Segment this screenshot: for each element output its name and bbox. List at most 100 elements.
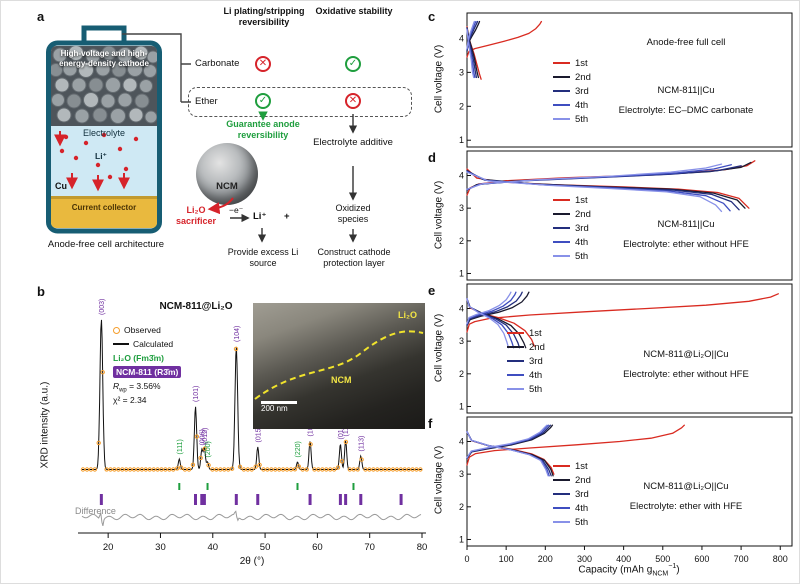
cathode-particles xyxy=(51,46,157,124)
capacity-axis-label: Capacity (mAh gNCM−1) xyxy=(499,563,759,577)
legend-item: 3rd xyxy=(553,221,591,235)
legend-label: 1st xyxy=(575,57,588,69)
chi2-row: χ² = 2.34 xyxy=(113,395,147,405)
observed-point xyxy=(265,467,270,472)
observed-point xyxy=(371,467,376,472)
scale-bar-line xyxy=(261,401,297,404)
panel-f-electrolyte: Electrolyte: ether with HFE xyxy=(629,501,743,512)
legend-label: 4th xyxy=(575,99,589,111)
cycle-curve-5th-charge xyxy=(466,163,723,190)
rwp-symbol: R xyxy=(113,381,120,391)
cycle-legend-c: 1st 2nd 3rd 4th 5th xyxy=(553,56,591,126)
observed-point xyxy=(324,467,329,472)
check-icon: ✓ xyxy=(345,56,361,72)
voltage-plot-d: 1 2 3 4 xyxy=(459,150,793,281)
observed-point xyxy=(390,467,396,472)
observed-marker-icon xyxy=(113,326,120,334)
legend-label: 2nd xyxy=(575,208,591,220)
legend-swatch xyxy=(553,75,570,79)
cycle-curve-5th-charge xyxy=(466,291,512,325)
observed-point xyxy=(316,467,321,472)
capacity-label-sub: NCM xyxy=(652,570,669,578)
legend-item: 1st xyxy=(553,193,591,207)
panel-e-cell: NCM-811@Li₂O||Cu xyxy=(643,349,729,360)
legend-swatch xyxy=(553,520,570,524)
plot-frame xyxy=(466,150,793,281)
voltage-chart-e: 1 2 3 4 xyxy=(451,282,796,420)
panel-letter-c: c xyxy=(428,9,436,24)
legend-swatch xyxy=(553,478,570,482)
observed-point xyxy=(198,455,203,461)
x-tick-label: 70 xyxy=(364,542,375,553)
observed-point xyxy=(300,467,305,472)
y-tick-label: 4 xyxy=(459,33,464,43)
observed-point xyxy=(414,467,419,472)
x-tick-label: 100 xyxy=(499,554,514,564)
legend-label: 3rd xyxy=(575,488,589,500)
capacity-label-pre: Capacity (mAh g xyxy=(578,564,653,576)
legend-swatch xyxy=(553,464,570,468)
y-tick-label: 2 xyxy=(459,236,464,246)
observed-point xyxy=(288,467,294,472)
li-plating-arrows xyxy=(54,131,130,192)
panel-c-cell: NCM-811||Cu xyxy=(657,85,715,96)
legend-item: 5th xyxy=(553,515,591,529)
legend-label: 2nd xyxy=(575,474,591,486)
hkl-label: (113) xyxy=(358,436,365,452)
x-tick-label: 600 xyxy=(694,554,709,564)
xrd-title: NCM-811@Li₂O xyxy=(159,301,233,312)
carbonate-label: Carbonate xyxy=(195,58,240,69)
legend-swatch xyxy=(507,359,524,363)
legend-item: 2nd xyxy=(553,70,591,84)
observed-point xyxy=(277,467,282,472)
observed-point xyxy=(394,467,400,472)
observed-point xyxy=(339,459,345,464)
scale-bar: 200 nm xyxy=(261,401,297,413)
observed-point xyxy=(398,467,403,472)
y-tick-label: 4 xyxy=(459,170,464,180)
electrolyte-additive-label: Electrolyte additive xyxy=(313,137,393,148)
legend-observed: Observed xyxy=(113,323,181,337)
observed-point xyxy=(202,446,207,451)
legend-li2o-phase: Li₂O (Fm3̄m) xyxy=(113,353,164,363)
legend-swatch xyxy=(507,373,524,377)
ncm-label: NCM xyxy=(216,181,238,192)
li-ion-label: Li⁺ xyxy=(95,151,108,161)
hkl-label: (220) xyxy=(295,441,302,457)
hkl-label: (111) xyxy=(177,439,184,454)
header-reversibility: Li plating/stripping reversibility xyxy=(223,6,305,28)
observed-point xyxy=(163,467,168,472)
cycle-curve-5th-discharge xyxy=(466,171,723,213)
hkl-label: (006) xyxy=(199,429,206,445)
observed-point xyxy=(116,467,121,472)
capacity-label-sup: −1 xyxy=(668,563,677,570)
xrd-ylabel: XRD intensity (a.u.) xyxy=(39,381,51,469)
observed-point xyxy=(292,467,298,472)
y-tick-label: 2 xyxy=(459,101,464,111)
x-tick-label: 500 xyxy=(655,554,670,564)
observed-point xyxy=(175,466,180,471)
observed-point xyxy=(214,467,219,472)
construct-label: Construct cathode protection layer xyxy=(317,247,391,269)
legend-label: 3rd xyxy=(529,355,543,367)
legend-item: 1st xyxy=(553,56,591,70)
legend-item: 1st xyxy=(553,459,591,473)
legend-swatch xyxy=(507,387,524,391)
observed-point xyxy=(218,467,223,472)
observed-point xyxy=(375,467,380,472)
check-icon: ✓ xyxy=(255,93,271,109)
legend-swatch xyxy=(553,103,570,107)
electrolyte-label: Electrolyte xyxy=(82,128,126,138)
panel-e-electrolyte: Electrolyte: ether without HFE xyxy=(623,369,749,380)
observed-point xyxy=(229,466,235,471)
x-tick-label: 50 xyxy=(260,542,271,553)
legend-swatch xyxy=(553,212,570,216)
legend-label: Observed xyxy=(124,325,161,335)
legend-item: 4th xyxy=(553,501,591,515)
scale-bar-label: 200 nm xyxy=(261,404,288,413)
x-tick-label: 20 xyxy=(103,542,114,553)
legend-swatch xyxy=(507,331,524,335)
observed-point xyxy=(382,467,388,472)
legend-label: 1st xyxy=(575,194,588,206)
cycle-curve-1st-charge xyxy=(466,424,685,466)
